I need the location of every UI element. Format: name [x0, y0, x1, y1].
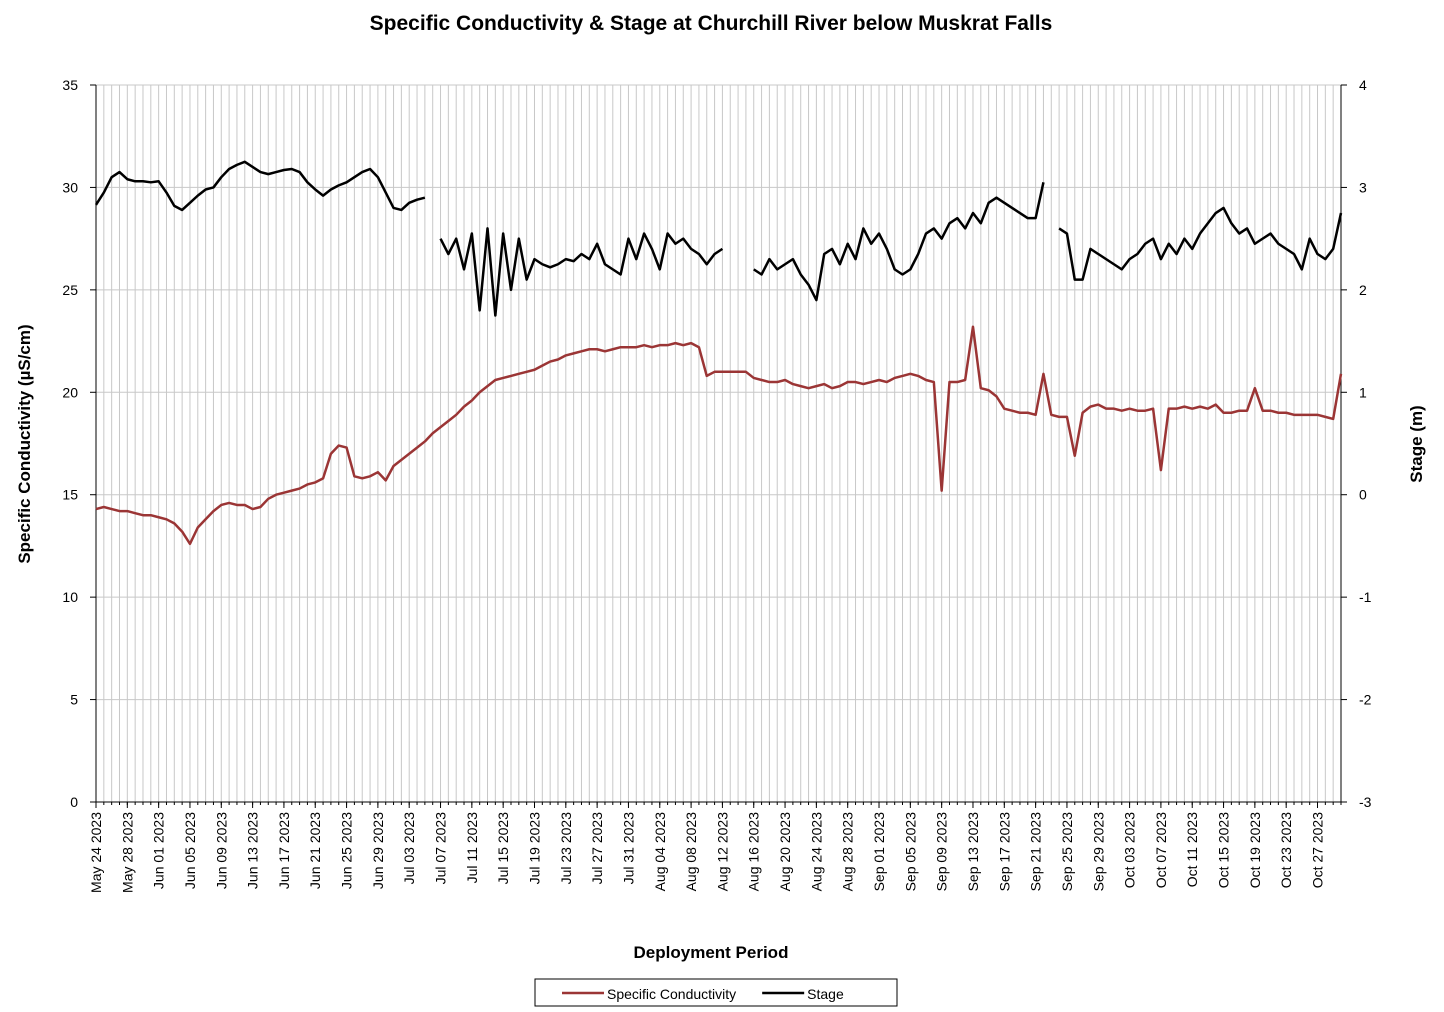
x-tick-label: Jun 29 2023 — [370, 812, 386, 889]
y-tick-label: 35 — [62, 77, 78, 93]
y2-tick-label: -2 — [1359, 692, 1372, 708]
x-tick-label: Jul 23 2023 — [558, 812, 574, 885]
x-tick-label: Sep 17 2023 — [996, 812, 1012, 892]
y2-tick-label: 0 — [1359, 487, 1367, 503]
x-tick-label: Aug 12 2023 — [714, 812, 730, 892]
legend-label: Stage — [807, 986, 844, 1002]
y2-tick-label: 4 — [1359, 77, 1367, 93]
x-tick-label: May 28 2023 — [119, 812, 135, 893]
chart-title: Specific Conductivity & Stage at Churchi… — [370, 12, 1053, 35]
x-tick-label: Aug 08 2023 — [683, 812, 699, 892]
y-tick-label: 25 — [62, 282, 78, 298]
x-tick-label: Sep 13 2023 — [965, 812, 981, 892]
x-tick-label: Jun 21 2023 — [307, 812, 323, 889]
x-tick-label: Jul 27 2023 — [589, 812, 605, 885]
x-tick-label: Oct 11 2023 — [1184, 812, 1200, 887]
x-tick-label: Jun 17 2023 — [276, 812, 292, 889]
x-tick-label: Oct 15 2023 — [1216, 812, 1232, 888]
y2-tick-label: -3 — [1359, 794, 1372, 810]
x-tick-label: Jul 15 2023 — [495, 812, 511, 885]
x-tick-label: Jun 25 2023 — [339, 812, 355, 889]
x-tick-label: Jun 09 2023 — [213, 812, 229, 889]
y2-tick-label: 1 — [1359, 384, 1367, 400]
y-tick-label: 15 — [62, 487, 78, 503]
x-tick-label: Jul 03 2023 — [401, 812, 417, 885]
x-tick-label: Sep 05 2023 — [902, 812, 918, 892]
x-tick-label: Aug 20 2023 — [777, 812, 793, 892]
x-tick-label: Oct 27 2023 — [1310, 812, 1326, 888]
x-tick-label: Sep 09 2023 — [934, 812, 950, 892]
x-tick-label: Oct 19 2023 — [1247, 812, 1263, 888]
x-tick-label: Oct 03 2023 — [1122, 812, 1138, 888]
x-tick-label: Aug 16 2023 — [746, 812, 762, 892]
x-tick-label: Jun 01 2023 — [151, 812, 167, 889]
x-tick-label: Oct 23 2023 — [1278, 812, 1294, 888]
y2-tick-label: 2 — [1359, 282, 1367, 298]
x-tick-label: Sep 01 2023 — [871, 812, 887, 892]
x-tick-label: Sep 21 2023 — [1028, 812, 1044, 892]
x-tick-label: Jul 11 2023 — [464, 812, 480, 884]
y2-tick-label: 3 — [1359, 179, 1367, 195]
y-tick-label: 0 — [70, 794, 78, 810]
y2-tick-label: -1 — [1359, 589, 1372, 605]
x-tick-label: Sep 29 2023 — [1090, 812, 1106, 892]
y-axis-title: Specific Conductivity (µS/cm) — [15, 324, 34, 563]
x-tick-label: Sep 25 2023 — [1059, 812, 1075, 892]
x-tick-label: Jul 19 2023 — [526, 812, 542, 885]
y-tick-label: 10 — [62, 589, 78, 605]
y-tick-label: 20 — [62, 384, 78, 400]
y-tick-label: 30 — [62, 179, 78, 195]
x-tick-label: Jun 13 2023 — [245, 812, 261, 889]
x-tick-label: Aug 04 2023 — [652, 812, 668, 892]
x-tick-label: Jun 05 2023 — [182, 812, 198, 889]
series-line — [94, 160, 1343, 317]
x-tick-label: Aug 28 2023 — [840, 812, 856, 892]
x-axis-title: Deployment Period — [634, 943, 789, 962]
x-tick-label: Aug 24 2023 — [808, 812, 824, 892]
x-tick-label: May 24 2023 — [88, 812, 104, 893]
y-tick-label: 5 — [70, 692, 78, 708]
x-tick-label: Jul 07 2023 — [433, 812, 449, 885]
y2-axis-title: Stage (m) — [1407, 405, 1426, 482]
legend-label: Specific Conductivity — [607, 986, 736, 1002]
series-line — [95, 325, 1343, 546]
x-tick-label: Oct 07 2023 — [1153, 812, 1169, 888]
x-tick-label: Jul 31 2023 — [620, 812, 636, 885]
